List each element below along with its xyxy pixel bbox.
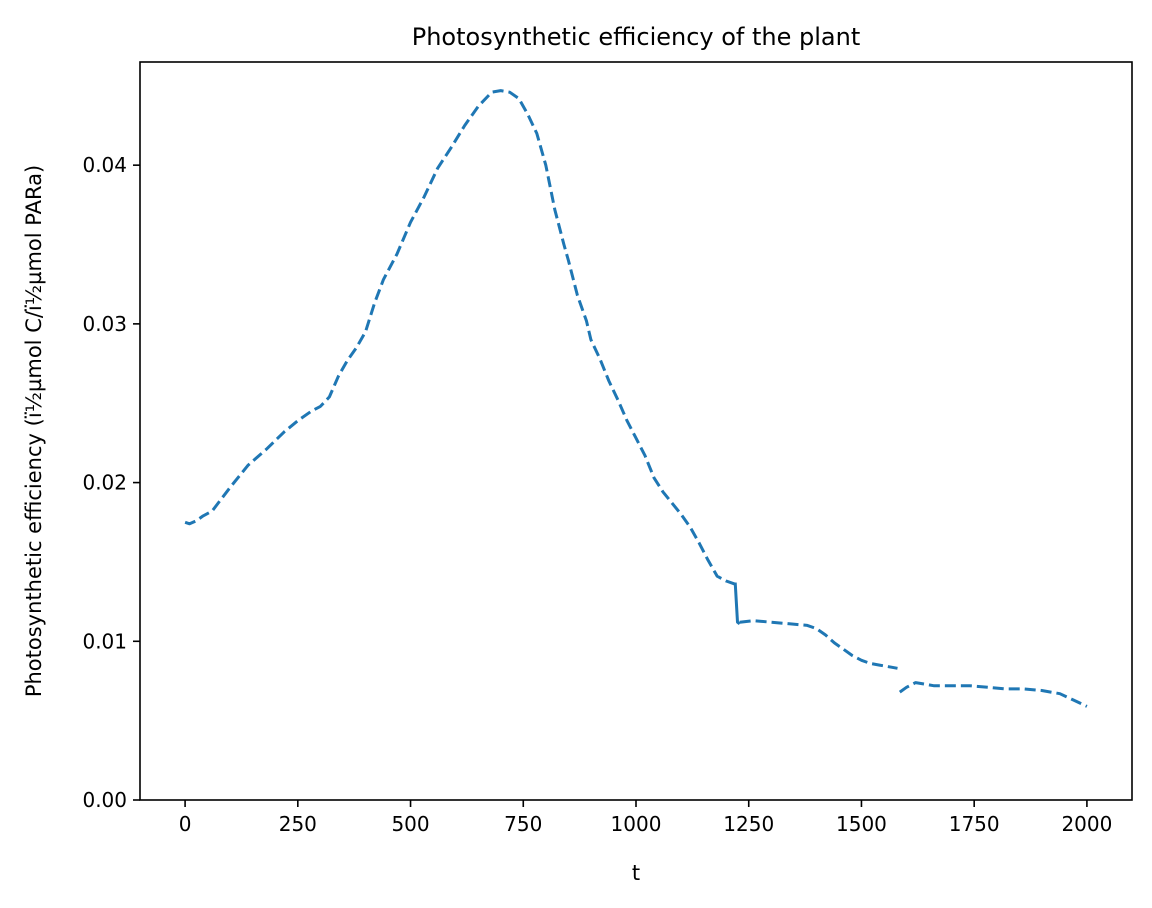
series-line-segment-3 <box>739 619 898 670</box>
x-tick-label: 500 <box>391 812 429 836</box>
x-axis-label: t <box>632 861 640 885</box>
x-tick-label: 2000 <box>1061 812 1112 836</box>
y-tick-label: 0.00 <box>82 788 127 812</box>
x-tick-label: 250 <box>279 812 317 836</box>
y-tick-label: 0.03 <box>82 312 127 336</box>
y-tick-label: 0.04 <box>82 153 127 177</box>
y-axis-label: Photosynthetic efficiency (ï¹⁄₂µmol C/ï¹… <box>22 165 46 697</box>
series-line-segment-1 <box>184 89 736 586</box>
x-tick-label: 750 <box>504 812 542 836</box>
x-tick-label: 1000 <box>611 812 662 836</box>
x-tick-label: 1750 <box>949 812 1000 836</box>
chart-title: Photosynthetic efficiency of the plant <box>412 23 861 51</box>
y-tick-label: 0.02 <box>82 471 127 495</box>
x-tick-label: 0 <box>179 812 192 836</box>
y-tick-label: 0.01 <box>82 629 127 653</box>
series-line-segment-2 <box>733 582 741 626</box>
plot-area <box>184 89 1088 708</box>
x-tick-label: 1250 <box>723 812 774 836</box>
axes: 0 250 500 750 1000 1250 1500 1750 2000 0.00 0.01 0.… <box>82 61 1133 836</box>
x-tick-label: 1500 <box>836 812 887 836</box>
series-line-segment-4 <box>898 681 1088 708</box>
